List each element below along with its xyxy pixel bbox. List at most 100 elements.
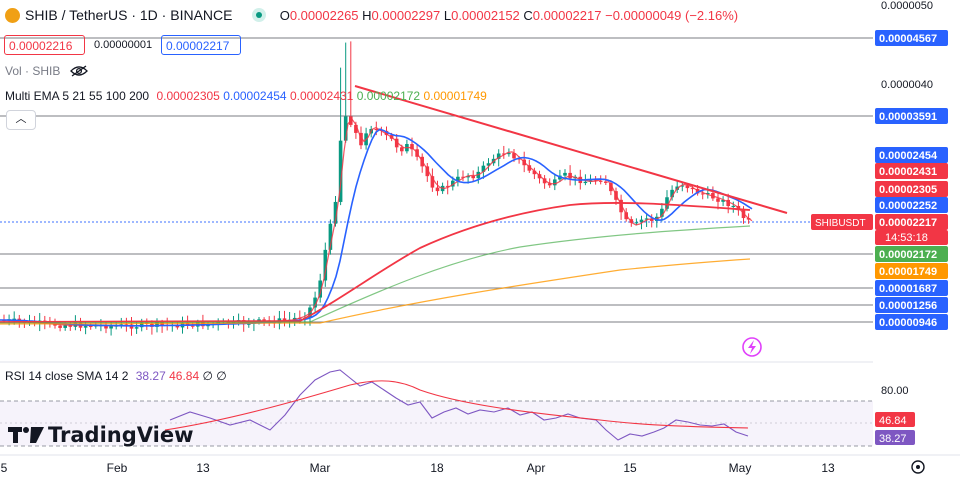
- rsi-sma-line[interactable]: [164, 380, 749, 431]
- rsi-value: 38.27: [135, 369, 166, 383]
- ema-value-100: 0.00002172: [356, 89, 421, 103]
- tradingview-logo: TradingView: [8, 423, 193, 447]
- candle-body: [665, 197, 669, 209]
- candle-body: [568, 172, 572, 179]
- price-label: 0.00000946: [879, 317, 937, 329]
- candle-body: [553, 179, 557, 186]
- candle-body: [532, 170, 537, 175]
- candle-body: [185, 322, 190, 326]
- price-label-bg: [875, 246, 948, 262]
- candle-body: [451, 180, 455, 187]
- candle-body: [512, 153, 516, 159]
- gear-icon[interactable]: [911, 460, 925, 474]
- candle-body: [721, 199, 725, 202]
- candle-body: [343, 116, 348, 141]
- candle-body: [63, 325, 67, 328]
- candle-body: [247, 323, 251, 325]
- candle-body: [604, 181, 608, 183]
- time-tick-label: 13: [821, 461, 835, 475]
- candle-body: [716, 198, 720, 202]
- candle-body: [507, 153, 511, 155]
- collapse-legend-button[interactable]: ︿: [6, 110, 36, 130]
- symbol-info: SHIB / TetherUS · 1D · BINANCE O0.000022…: [5, 7, 738, 23]
- candle-body: [461, 176, 465, 178]
- time-tick-label: 18: [430, 461, 444, 475]
- candle-body: [680, 185, 685, 187]
- rsi-extra-1: ∅: [202, 369, 213, 383]
- ema-200-line[interactable]: [0, 258, 751, 325]
- candle-body: [644, 218, 649, 220]
- candle-body: [527, 165, 532, 171]
- rsi-extra-2: ∅: [216, 369, 227, 383]
- symbol-tag-bg: [811, 214, 873, 230]
- rsi-legend[interactable]: RSI 14 close SMA 14 2 38.27 46.84 ∅ ∅: [5, 369, 227, 383]
- candle-body: [374, 128, 379, 130]
- candle-body: [502, 153, 506, 155]
- volume-indicator[interactable]: Vol · SHIB: [5, 64, 88, 78]
- candle-body: [731, 205, 736, 207]
- ema-21-line[interactable]: [0, 128, 753, 327]
- eye-hidden-icon[interactable]: [69, 65, 88, 77]
- candle-body: [384, 130, 389, 136]
- price-label: 0.00002454: [879, 150, 938, 162]
- buy-price-button[interactable]: 0.00002217: [161, 35, 241, 55]
- time-tick-label: 15: [623, 461, 637, 475]
- price-label: 0.00001256: [879, 300, 937, 312]
- candle-body: [400, 147, 404, 152]
- candle-body: [333, 201, 338, 224]
- candle-body: [328, 223, 333, 250]
- sell-price-button[interactable]: 0.00002216: [4, 35, 85, 55]
- candle-body: [323, 249, 328, 281]
- candle-body: [359, 132, 363, 146]
- candle-body: [598, 180, 603, 182]
- candle-body: [68, 325, 73, 327]
- price-label-bg: [875, 314, 948, 330]
- descending-trendline[interactable]: [354, 85, 788, 214]
- ema-5-line[interactable]: [0, 118, 753, 327]
- ema-value-21: 0.00002454: [223, 89, 287, 103]
- price-label-bg: [875, 214, 948, 230]
- price-label-bg: [875, 108, 948, 124]
- candle-body: [456, 176, 460, 181]
- candle-body: [425, 166, 430, 177]
- candle-body: [690, 188, 695, 190]
- ohlc-open: 0.00002265: [289, 8, 359, 23]
- price-tick-label: 0.0000050: [881, 0, 933, 12]
- candle-body: [685, 185, 690, 189]
- time-tick-label: Feb: [107, 461, 128, 475]
- candle-body: [104, 325, 108, 329]
- ema-value-200: 0.00001749: [423, 89, 487, 103]
- flash-alert-icon[interactable]: [742, 337, 762, 357]
- candle-body: [394, 138, 399, 148]
- ema-100-line[interactable]: [0, 225, 751, 324]
- ohlc-low-label: L: [443, 8, 452, 23]
- candle-body: [134, 327, 139, 329]
- price-tick-label: 0.0000040: [881, 79, 933, 91]
- ema-55-line[interactable]: [0, 202, 751, 323]
- countdown-bg: [875, 230, 948, 245]
- candle-body: [660, 208, 664, 217]
- market-status-icon: [252, 8, 267, 22]
- rsi-line[interactable]: [169, 369, 749, 441]
- ohlc-close-label: C: [523, 8, 533, 23]
- ema-legend[interactable]: Multi EMA 5 21 55 100 200 0.00002305 0.0…: [5, 89, 487, 103]
- volume-label: Vol · SHIB: [5, 64, 61, 78]
- candle-body: [496, 153, 501, 159]
- candle-body: [619, 199, 623, 213]
- ema-value-5: 0.00002305: [156, 89, 220, 103]
- price-label: 0.00002217: [879, 217, 937, 229]
- candle-body: [609, 182, 613, 192]
- candle-body: [338, 140, 343, 202]
- rsi-sma-axis-label: 46.84: [879, 415, 907, 427]
- symbol-title[interactable]: SHIB / TetherUS · 1D · BINANCE: [25, 7, 233, 23]
- price-label-bg: [875, 197, 948, 213]
- price-label: 0.00001749: [879, 266, 937, 278]
- price-label-bg: [875, 163, 948, 179]
- candle-body: [88, 326, 93, 328]
- candle-body: [58, 325, 62, 328]
- ohlc-change: −0.00000049 (−2.16%): [605, 8, 739, 23]
- candle-body: [726, 199, 730, 207]
- candle-body: [547, 183, 552, 186]
- ohlc-high-label: H: [362, 8, 372, 23]
